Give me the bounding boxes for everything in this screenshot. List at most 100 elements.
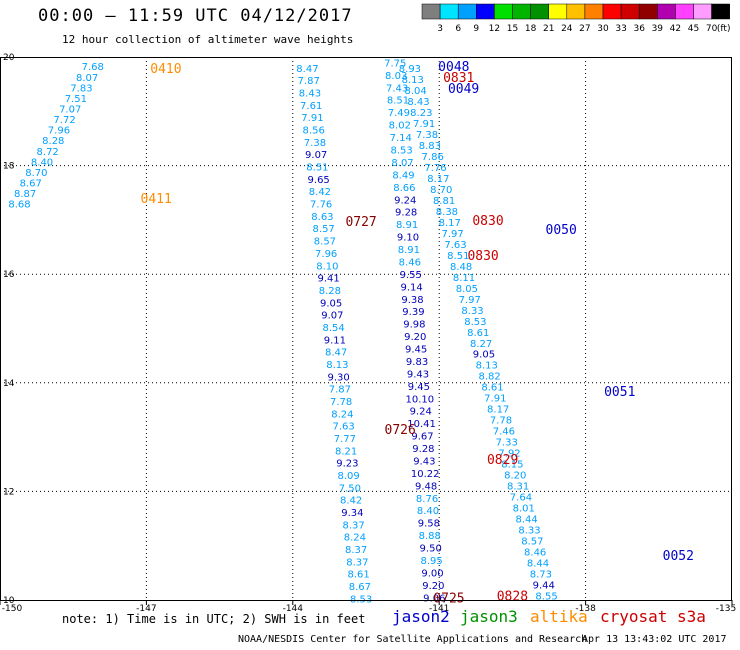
swh-value: 8.53 <box>350 594 372 605</box>
swh-value: 8.05 <box>456 284 478 295</box>
swh-value: 7.72 <box>53 115 75 126</box>
swh-value: 8.33 <box>518 526 540 537</box>
swh-value: 8.51 <box>447 251 469 262</box>
swh-value: 8.53 <box>464 317 486 328</box>
swh-value: 9.45 <box>405 345 427 356</box>
pass-time-label: 0051 <box>604 385 635 400</box>
swh-value: 9.55 <box>400 270 422 281</box>
swh-value: 8.07 <box>391 158 413 169</box>
chart-subtitle: 12 hour collection of altimeter wave hei… <box>62 33 354 46</box>
swh-value: 8.47 <box>325 348 347 359</box>
swh-value: 8.13 <box>402 75 424 86</box>
swh-value: 8.54 <box>323 323 345 334</box>
swh-value: 8.11 <box>453 273 475 284</box>
swh-value: 9.43 <box>413 456 435 467</box>
swh-value: 9.30 <box>328 372 350 383</box>
swh-value: 8.15 <box>501 460 523 471</box>
swh-value: 9.20 <box>422 581 444 592</box>
swh-value: 9.48 <box>415 481 437 492</box>
swh-value: 8.24 <box>344 533 366 544</box>
swh-value: 9.05 <box>320 298 342 309</box>
swh-value: 7.43 <box>386 83 408 94</box>
swh-value: 8.91 <box>398 245 420 256</box>
swh-value: 8.31 <box>507 482 529 493</box>
swh-value: 7.76 <box>424 163 446 174</box>
note-text: note: 1) Time is in UTC; 2) SWH is in fe… <box>62 612 366 626</box>
swh-value: 8.53 <box>391 145 413 156</box>
swh-value: 8.61 <box>467 328 489 339</box>
pass-time-label: 0410 <box>150 62 181 77</box>
swh-value: 8.49 <box>392 170 414 181</box>
swh-value: 8.43 <box>407 97 429 108</box>
colorbar-unit: (ft) <box>717 24 731 34</box>
legend-cryosat: cryosat <box>600 607 668 626</box>
swh-value: 8.09 <box>338 471 360 482</box>
legend-jason3: jason3 <box>460 607 518 626</box>
swh-value: 9.00 <box>421 568 443 579</box>
swh-value: 7.77 <box>334 434 356 445</box>
swh-value: 8.10 <box>316 261 338 272</box>
swh-value: 9.45 <box>408 382 430 393</box>
swh-value: 8.40 <box>417 506 439 517</box>
swh-value: 8.33 <box>461 306 483 317</box>
swh-value: 8.63 <box>311 212 333 223</box>
footer-timestamp: Apr 13 13:43:02 UTC 2017 <box>582 634 727 645</box>
swh-value: 8.57 <box>314 237 336 248</box>
swh-value: 8.81 <box>433 196 455 207</box>
y-tick-label: 14 <box>3 379 15 389</box>
swh-value: 9.83 <box>406 357 428 368</box>
swh-value: 9.38 <box>401 295 423 306</box>
swh-value: 7.68 <box>82 62 104 73</box>
y-tick-label: 12 <box>3 487 14 497</box>
colorbar-tick-label: 45 <box>688 24 699 34</box>
legend-s3a: s3a <box>677 607 706 626</box>
pass-time-label: 0048 <box>438 60 469 75</box>
pass-time-label: 0726 <box>385 423 416 438</box>
swh-value: 9.07 <box>321 311 343 322</box>
swh-value: 7.51 <box>65 94 87 105</box>
swh-value: 7.76 <box>310 200 332 211</box>
altimeter-track: 8.477.878.437.617.918.567.389.078.519.65… <box>296 64 372 606</box>
swh-value: 7.96 <box>315 249 337 260</box>
pass-time-label: 0829 <box>487 453 518 468</box>
swh-value: 8.70 <box>25 168 47 179</box>
colorbar-tick-label: 70 <box>706 24 718 34</box>
swh-value: 8.03 <box>385 71 407 82</box>
swh-value: 8.37 <box>345 545 367 556</box>
plot-frame <box>0 57 732 601</box>
swh-value: 8.46 <box>399 257 421 268</box>
swh-value: 8.95 <box>420 556 442 567</box>
swh-value: 9.28 <box>395 208 417 219</box>
swh-value: 9.39 <box>402 307 424 318</box>
swh-value: 8.61 <box>347 570 369 581</box>
pass-time-label: 0830 <box>467 249 498 264</box>
pass-time-label: 0052 <box>663 549 694 564</box>
swh-value: 9.43 <box>407 369 429 380</box>
swh-value: 8.70 <box>430 185 452 196</box>
swh-value: 7.87 <box>298 76 320 87</box>
swh-value: 8.44 <box>527 559 549 570</box>
swh-value: 8.55 <box>535 592 557 603</box>
swh-value: 9.98 <box>403 320 425 331</box>
pass-time-label: 0049 <box>448 82 479 97</box>
legend-altika: altika <box>530 607 588 626</box>
swh-value: 7.86 <box>422 152 444 163</box>
swh-value: 8.42 <box>340 496 362 507</box>
colorbar-tick-label: 21 <box>543 24 554 34</box>
swh-value: 7.92 <box>498 449 520 460</box>
colorbar-tick-label: 24 <box>561 24 573 34</box>
pass-time-label: 0830 <box>472 214 503 229</box>
swh-value: 8.07 <box>76 73 98 84</box>
colorbar-tick-label: 3 <box>437 24 443 34</box>
swh-value: 10.22 <box>411 469 440 480</box>
swh-value: 9.10 <box>397 233 419 244</box>
swh-value: 8.23 <box>410 108 432 119</box>
swh-value: 8.37 <box>346 557 368 568</box>
swh-value: 8.68 <box>8 200 30 211</box>
swh-value: 9.44 <box>533 581 555 592</box>
x-tick-label: -144 <box>283 604 304 614</box>
swh-value: 8.04 <box>404 86 426 97</box>
swh-value: 8.51 <box>306 163 328 174</box>
swh-value: 7.50 <box>339 483 361 494</box>
swh-value: 8.42 <box>309 187 331 198</box>
